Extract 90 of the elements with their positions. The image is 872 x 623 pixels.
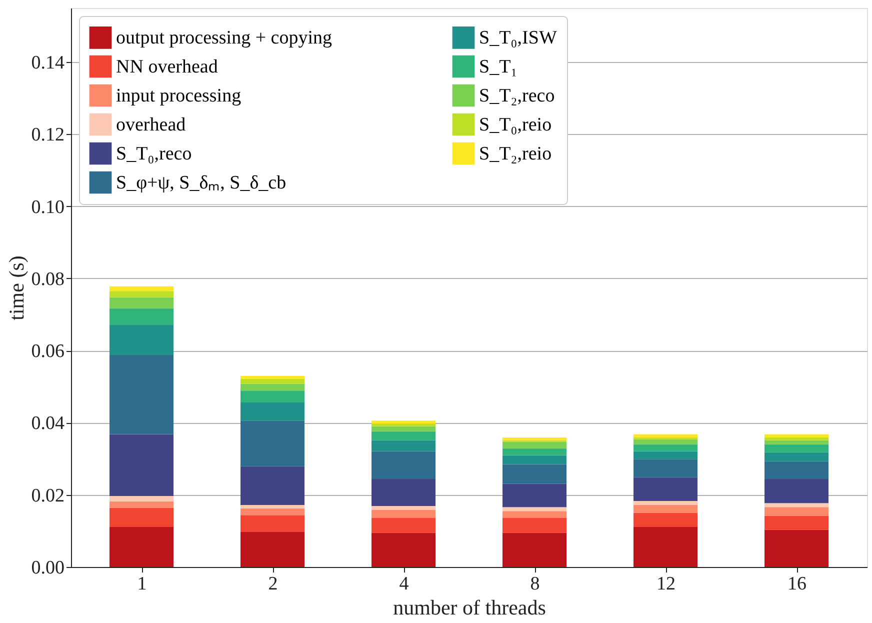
- y-tick-label: 0.12: [31, 124, 64, 146]
- bar: [764, 516, 828, 530]
- bar: [502, 448, 566, 456]
- bar: [110, 354, 174, 434]
- legend-label: S_T₀,ISW: [479, 28, 557, 49]
- x-tick-label: 8: [530, 574, 540, 594]
- bar: [634, 512, 698, 527]
- bar: [372, 440, 436, 452]
- bar: [634, 501, 698, 505]
- bar: [240, 466, 304, 505]
- bar: [764, 444, 828, 452]
- bar: [634, 504, 698, 513]
- legend-label: NN overhead: [116, 56, 218, 78]
- bar: [110, 526, 174, 567]
- bar: [240, 378, 304, 384]
- bar: [110, 308, 174, 326]
- legend-label: S_T₂,reio: [479, 144, 552, 164]
- y-tick-label: 0.08: [31, 268, 64, 290]
- bar: [634, 444, 698, 452]
- bar: [634, 526, 698, 567]
- y-tick-label: 0.02: [31, 485, 64, 506]
- bar: [502, 438, 566, 440]
- bar: [502, 518, 566, 533]
- bar: [764, 479, 828, 504]
- bar: [502, 464, 566, 484]
- bar: [110, 291, 174, 298]
- bar: [764, 461, 828, 480]
- x-tick-label: 2: [268, 574, 278, 594]
- bar: [372, 518, 436, 533]
- bar: [110, 297, 174, 308]
- bar: [110, 508, 174, 527]
- x-axis-title: number of threads: [393, 596, 546, 620]
- bar: [502, 532, 566, 567]
- bar: [240, 532, 304, 567]
- bar: [764, 507, 828, 516]
- legend-label: output processing + copying: [116, 28, 332, 49]
- bar: [110, 286, 174, 292]
- bar: [764, 530, 828, 567]
- x-tick-label: 16: [788, 574, 806, 594]
- bar: [240, 384, 304, 391]
- y-tick-label: 0.10: [31, 196, 64, 218]
- bar: [764, 440, 828, 444]
- legend-label: S_φ+ψ, S_δₘ, S_δ_cb: [116, 172, 286, 194]
- bar: [372, 426, 436, 432]
- y-tick-label: 0.14: [31, 52, 65, 74]
- legend-label: S_T₂,reco: [479, 86, 555, 106]
- bar: [240, 515, 304, 532]
- x-tick-label: 4: [399, 574, 410, 594]
- bar: [502, 511, 566, 518]
- legend-label: S_T₁: [479, 56, 518, 78]
- y-tick-label: 0.06: [31, 341, 64, 362]
- bar: [372, 451, 436, 480]
- bar: [372, 423, 436, 426]
- bar: [110, 501, 174, 508]
- legend-label: overhead: [116, 114, 186, 136]
- bar: [372, 506, 436, 510]
- legend-label: S_T₀,reco: [116, 144, 192, 164]
- bar: [372, 532, 436, 567]
- bar: [110, 434, 174, 496]
- bar: [240, 390, 304, 403]
- bar: [634, 477, 698, 501]
- bar: [240, 402, 304, 421]
- bar: [764, 452, 828, 462]
- legend-label: S_T₀,reio: [479, 114, 552, 136]
- y-tick-label: 0.04: [31, 413, 65, 434]
- bar: [502, 442, 566, 448]
- bar: [372, 420, 436, 424]
- bar: [502, 484, 566, 508]
- bar: [240, 504, 304, 508]
- bar: [372, 479, 436, 506]
- bar: [110, 325, 174, 355]
- bar: [240, 420, 304, 466]
- x-tick-label: 1: [137, 574, 147, 594]
- x-tick-label: 12: [656, 574, 676, 594]
- y-tick-label: 0.00: [31, 558, 64, 578]
- bar: [502, 507, 566, 512]
- bar: [634, 459, 698, 478]
- bar: [110, 496, 174, 502]
- bar: [764, 434, 828, 438]
- bar: [634, 451, 698, 460]
- bar: [502, 455, 566, 464]
- bar: [372, 431, 436, 440]
- bar: [634, 439, 698, 444]
- bar: [764, 438, 828, 440]
- bar: [240, 508, 304, 516]
- bar: [372, 510, 436, 518]
- y-axis-title: time (s): [4, 256, 28, 320]
- bar: [764, 503, 828, 508]
- bar: [634, 434, 698, 438]
- legend-label: input processing: [116, 86, 242, 106]
